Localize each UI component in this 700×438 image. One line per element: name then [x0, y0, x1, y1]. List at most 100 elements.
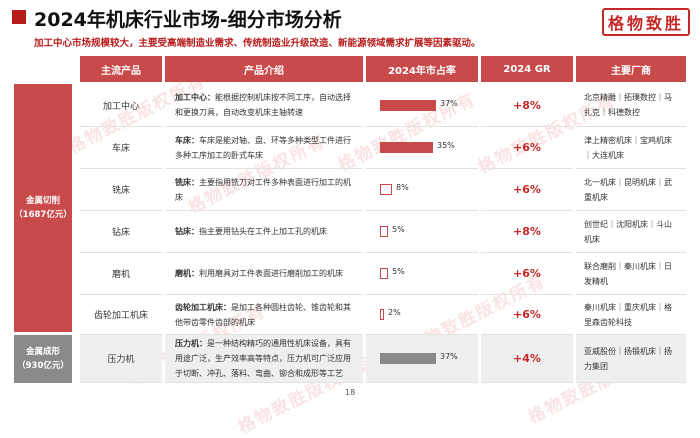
- share-bar: [380, 184, 392, 195]
- intro-term: 齿轮加工机床：: [175, 302, 231, 312]
- makers-cell: 亚威股份｜扬锻机床｜扬力集团: [576, 335, 686, 383]
- share-bar-track: 37%: [380, 352, 476, 364]
- share-cell: 35%: [366, 127, 478, 169]
- product-cell: 齿轮加工机床: [80, 295, 162, 335]
- makers-cell: 创世纪｜沈阳机床｜斗山机床: [576, 211, 686, 253]
- share-cell: 8%: [366, 169, 478, 211]
- share-bar-track: 35%: [380, 141, 476, 153]
- product-cell: 压力机: [80, 335, 162, 383]
- product-name: 车床: [111, 144, 130, 154]
- category-size: （930亿元）: [17, 361, 69, 371]
- brand-logo: 格物致胜: [602, 8, 690, 36]
- page-title: 2024年机床行业市场-细分市场分析: [34, 9, 342, 31]
- cagr-cell: +4%: [481, 335, 573, 383]
- page-number: 18: [345, 388, 356, 397]
- intro-text: 能根据控制机床按不同工序，自动选择和更换刀具，自动改变机床主轴转速: [175, 93, 351, 117]
- intro-text: 车床是能对轴、盘、环等多种类型工件进行多种工序加工的卧式车床: [175, 135, 351, 160]
- cagr-value: +8%: [513, 225, 541, 238]
- intro-term: 压力机：: [175, 339, 207, 348]
- cagr-cell: +6%: [481, 253, 573, 295]
- makers-list: 联合磨削｜秦川机床｜日发精机: [584, 261, 672, 286]
- intro-text: 利用磨具对工件表面进行磨削加工的机床: [199, 269, 343, 278]
- makers-cell: 北京精雕｜拓璞数控｜马扎克｜科德数控: [576, 84, 686, 127]
- cagr-value: +6%: [513, 183, 541, 196]
- share-bar-track: 5%: [380, 225, 476, 237]
- intro-cell: 磨机：利用磨具对工件表面进行磨削加工的机床: [165, 253, 363, 295]
- intro-cell: 压力机：是一种结构精巧的通用性机床设备，具有用途广泛，生产效率高等特点，压力机可…: [165, 335, 363, 383]
- makers-cell: 北一机床｜昆明机床｜武重机床: [576, 169, 686, 211]
- cagr-value: +4%: [513, 352, 541, 365]
- share-bar: [380, 268, 388, 279]
- makers-list: 秦川机床｜重庆机床｜格里森齿轮科技: [584, 302, 672, 327]
- share-cell: 5%: [366, 211, 478, 253]
- cagr-value: +6%: [513, 141, 541, 154]
- makers-cell: 津上精密机床｜宝鸡机床｜大连机床: [576, 127, 686, 169]
- share-bar: [380, 309, 384, 320]
- share-bar-track: 2%: [380, 308, 476, 320]
- product-name: 磨机: [111, 270, 130, 280]
- title-accent-square: [12, 10, 26, 24]
- makers-list: 津上精密机床｜宝鸡机床｜大连机床: [584, 135, 672, 160]
- product-name: 加工中心: [102, 101, 139, 112]
- makers-cell: 秦川机床｜重庆机床｜格里森齿轮科技: [576, 295, 686, 335]
- intro-cell: 钻床：指主要用钻头在工件上加工孔的机床: [165, 211, 363, 253]
- share-bar-track: 5%: [380, 267, 476, 279]
- product-cell: 加工中心: [80, 84, 162, 127]
- share-label: 8%: [396, 183, 409, 192]
- category-label: 金属切削: [25, 196, 60, 206]
- intro-text: 主要指用铣刀对工件多种表面进行加工的机床: [175, 177, 351, 202]
- intro-cell: 车床：车床是能对轴、盘、环等多种类型工件进行多种工序加工的卧式车床: [165, 127, 363, 169]
- share-label: 5%: [392, 225, 405, 234]
- intro-text: 是一种结构精巧的通用性机床设备，具有用途广泛，生产效率高等特点，压力机可广泛应用…: [175, 339, 351, 378]
- header-share: 2024年市占率: [366, 56, 478, 82]
- intro-text: 指主要用钻头在工件上加工孔的机床: [199, 227, 327, 236]
- makers-list: 创世纪｜沈阳机床｜斗山机床: [584, 219, 672, 244]
- product-cell: 铣床: [80, 169, 162, 211]
- cagr-value: +6%: [513, 308, 541, 321]
- makers-list: 北一机床｜昆明机床｜武重机床: [584, 177, 672, 202]
- share-label: 35%: [437, 141, 455, 150]
- share-cell: 2%: [366, 295, 478, 335]
- intro-cell: 铣床：主要指用铣刀对工件多种表面进行加工的机床: [165, 169, 363, 211]
- category-label: 金属成形: [25, 347, 60, 357]
- page-subtitle: 加工中心市场规模较大，主要受高端制造业需求、传统制造业升级改造、新能源领域需求扩…: [34, 38, 481, 49]
- intro-cell: 齿轮加工机床：是加工各种圆柱齿轮、锥齿轮和其他带齿零件齿部的机床: [165, 295, 363, 335]
- cagr-cell: +8%: [481, 211, 573, 253]
- header-product: 主流产品: [80, 56, 162, 82]
- product-name: 铣床: [111, 186, 130, 196]
- category-metal-forming: 金属成形 （930亿元）: [14, 335, 72, 383]
- product-cell: 钻床: [80, 211, 162, 253]
- cagr-value: +8%: [513, 98, 541, 112]
- share-bar: [380, 226, 388, 237]
- share-cell: 5%: [366, 253, 478, 295]
- intro-term: 加工中心：: [175, 93, 215, 102]
- cagr-cell: +8%: [481, 84, 573, 127]
- intro-text: 是加工各种圆柱齿轮、锥齿轮和其他带齿零件齿部的机床: [175, 302, 351, 327]
- makers-cell: 联合磨削｜秦川机床｜日发精机: [576, 253, 686, 295]
- share-cell: 37%: [366, 84, 478, 127]
- cagr-cell: +6%: [481, 127, 573, 169]
- share-bar-track: 37%: [380, 98, 476, 111]
- product-cell: 磨机: [80, 253, 162, 295]
- cagr-cell: +6%: [481, 295, 573, 335]
- intro-term: 钻床：: [175, 227, 199, 236]
- header-makers: 主要厂商: [576, 56, 686, 82]
- header-cagr: 2024 GR: [481, 56, 573, 82]
- share-bar-track: 8%: [380, 183, 476, 195]
- makers-list: 亚威股份｜扬锻机床｜扬力集团: [584, 346, 672, 371]
- product-name: 齿轮加工机床: [93, 311, 148, 321]
- category-metal-cutting: 金属切削 （1687亿元）: [14, 84, 72, 332]
- share-label: 37%: [440, 98, 458, 108]
- product-cell: 车床: [80, 127, 162, 169]
- share-bar: [380, 142, 433, 153]
- intro-term: 铣床：: [175, 177, 199, 187]
- intro-term: 磨机：: [175, 269, 199, 278]
- header-intro: 产品介绍: [165, 56, 363, 82]
- share-label: 37%: [440, 352, 458, 361]
- makers-list: 北京精雕｜拓璞数控｜马扎克｜科德数控: [584, 93, 672, 117]
- product-name: 压力机: [107, 355, 135, 365]
- cagr-cell: +6%: [481, 169, 573, 211]
- share-label: 2%: [388, 308, 401, 317]
- cagr-value: +6%: [513, 267, 541, 280]
- category-size: （1687亿元）: [14, 210, 72, 220]
